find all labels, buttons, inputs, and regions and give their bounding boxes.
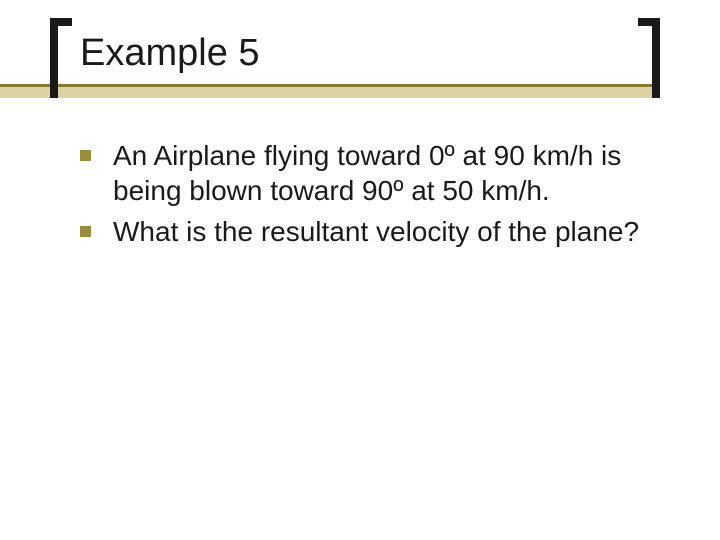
body-region: An Airplane flying toward 0º at 90 km/h … [80,138,660,255]
accent-stripe-title [58,84,652,98]
title-region: Example 5 [50,32,660,76]
bullet-item: An Airplane flying toward 0º at 90 km/h … [80,138,660,208]
bullet-item: What is the resultant velocity of the pl… [80,214,660,249]
bullet-text: An Airplane flying toward 0º at 90 km/h … [113,138,660,208]
accent-stripe-left [0,84,50,98]
bullet-square-icon [80,150,91,161]
bullet-square-icon [80,226,91,237]
bullet-text: What is the resultant velocity of the pl… [113,214,639,249]
slide-title: Example 5 [50,32,660,76]
